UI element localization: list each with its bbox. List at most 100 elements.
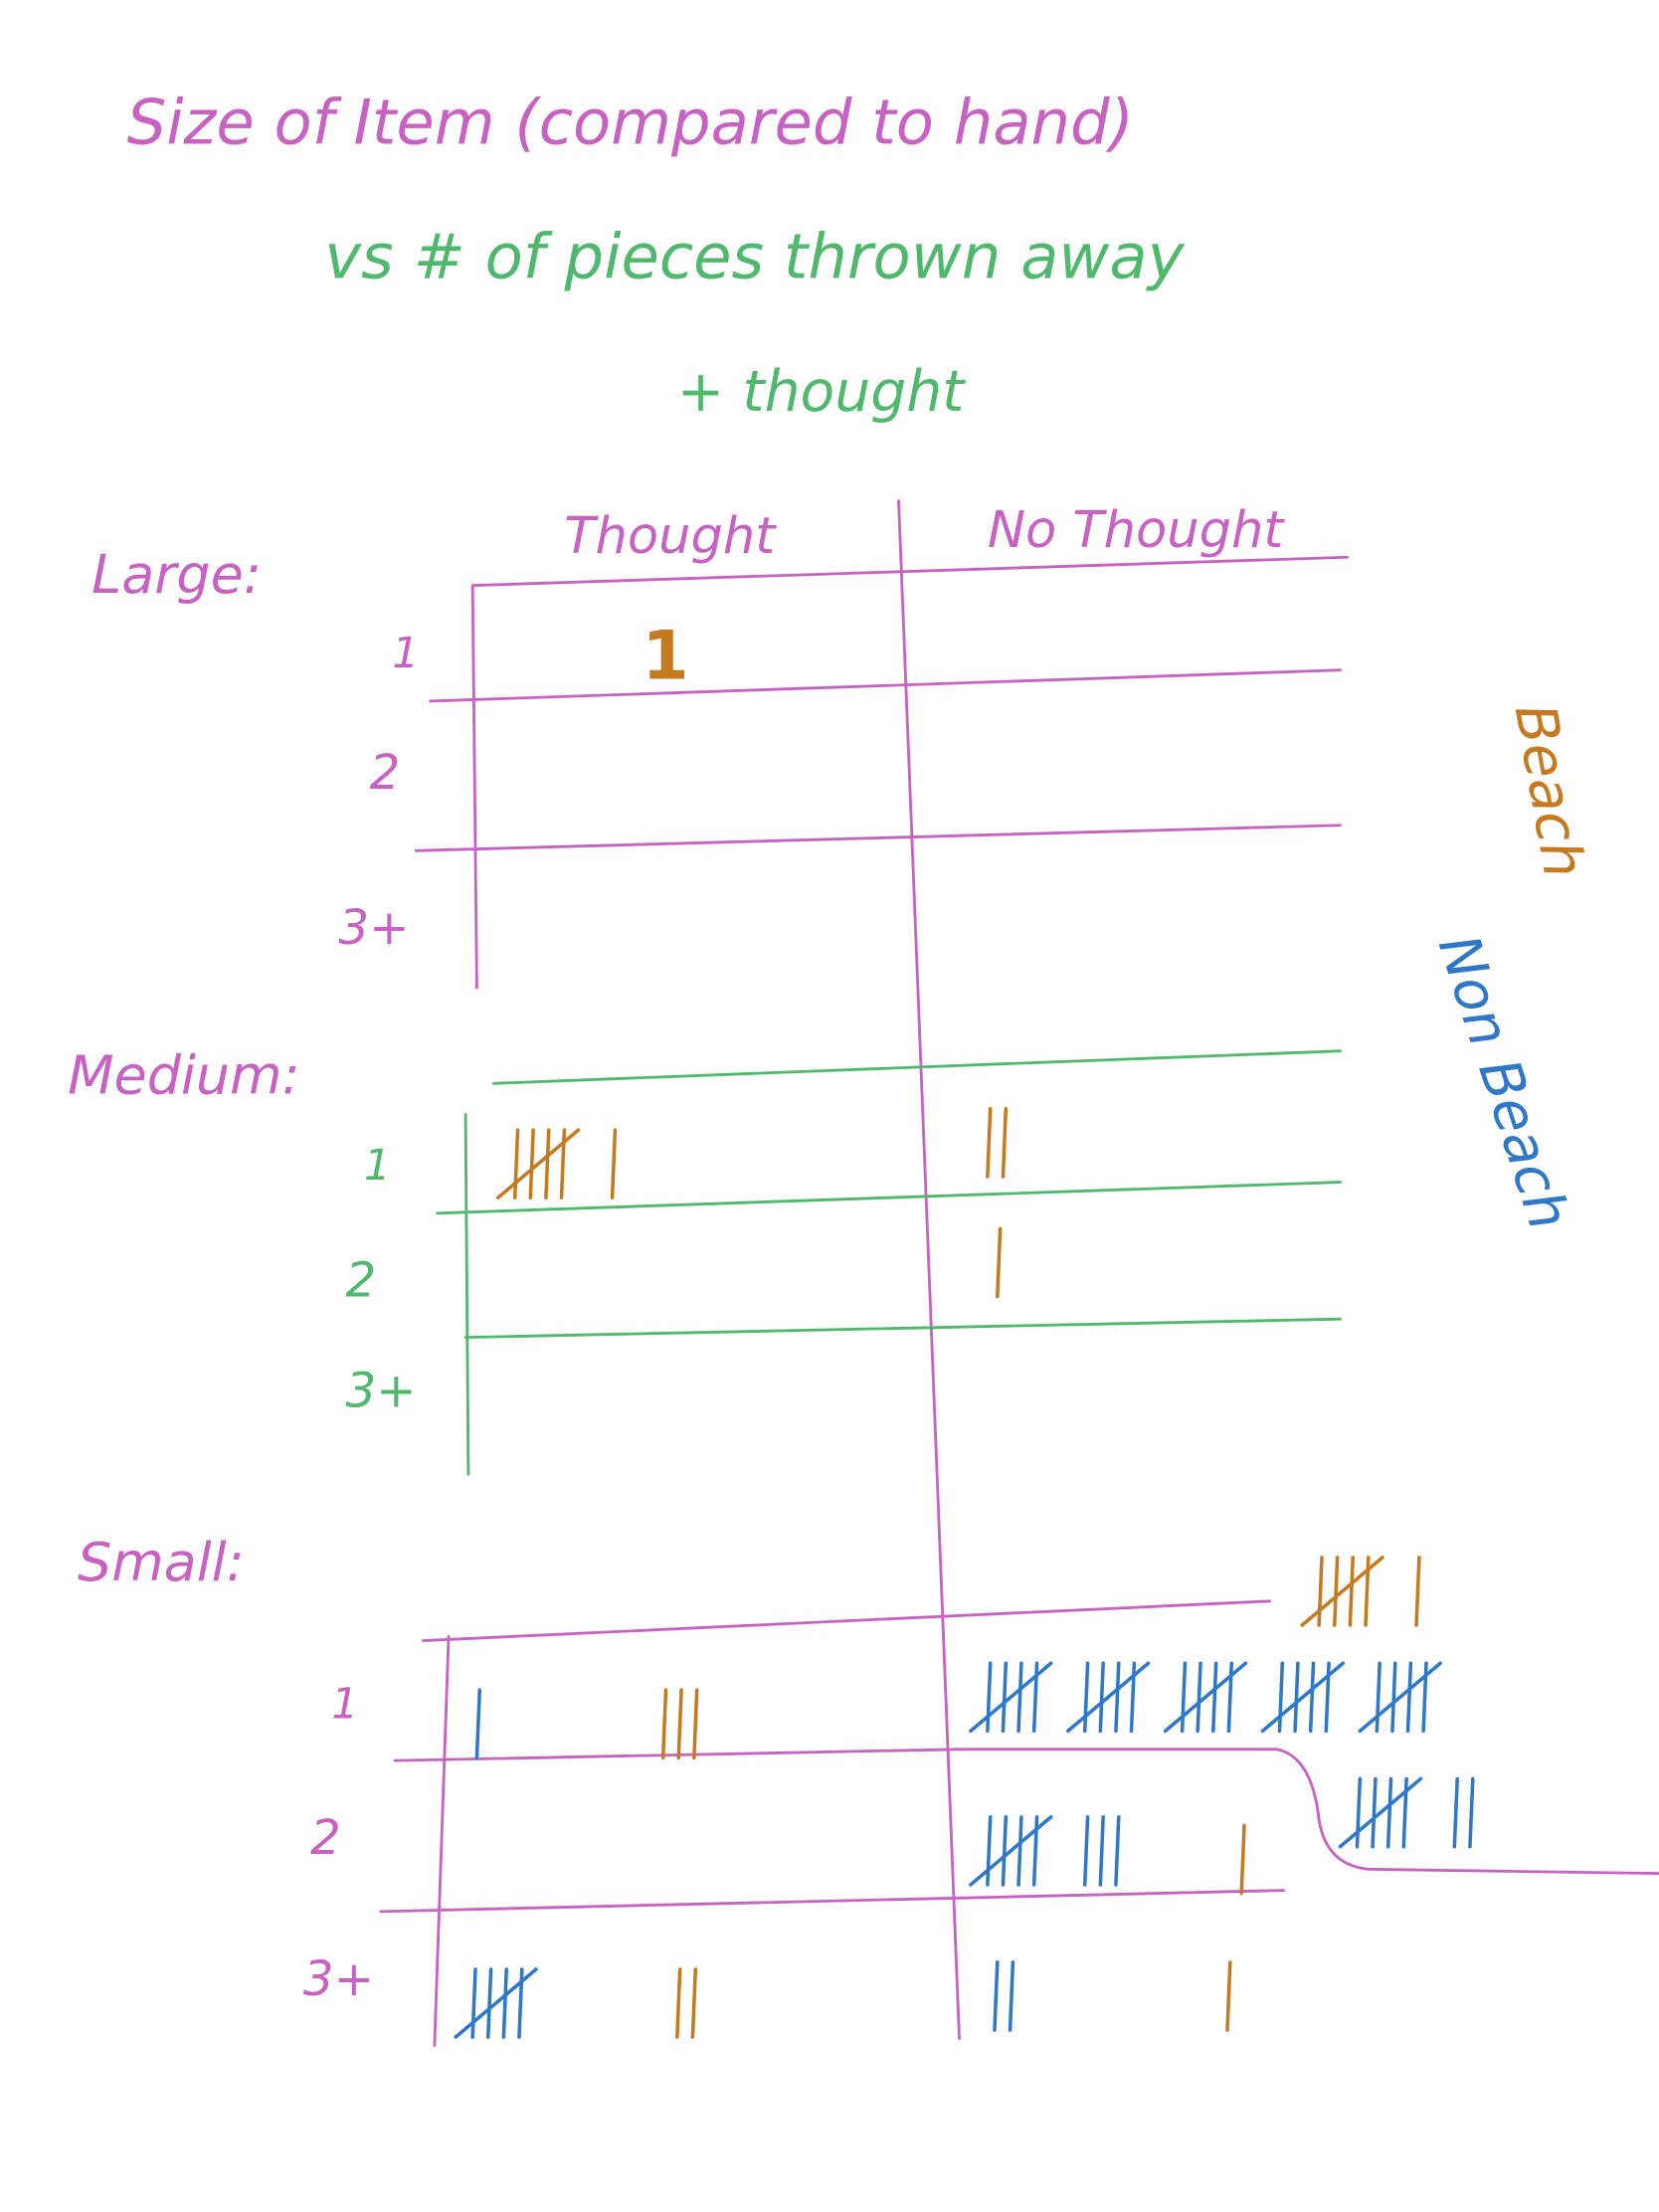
row-label: 1	[392, 630, 419, 678]
tally	[474, 1688, 482, 1760]
tally-stroke	[1016, 1815, 1023, 1887]
subtitle: vs # of pieces thrown away	[324, 220, 1185, 292]
row-label: 2	[345, 1253, 376, 1309]
tally-stroke	[1239, 1823, 1246, 1896]
tally-slash	[1358, 1661, 1442, 1734]
note: + thought	[677, 359, 966, 425]
tally-stroke	[986, 1661, 993, 1734]
tally-slash	[454, 1967, 538, 2039]
tally-slash	[1338, 1776, 1423, 1849]
section-label: Large:	[92, 543, 262, 606]
tally-stroke	[1225, 1960, 1232, 2032]
tally-slash	[1065, 1661, 1151, 1734]
tally-stroke	[1008, 1960, 1015, 2032]
table-lines	[379, 1599, 1659, 2048]
tally-stroke	[1308, 1661, 1316, 1734]
tally-slash	[969, 1815, 1053, 1887]
tally-stroke	[676, 1688, 683, 1760]
tally	[495, 1128, 618, 1199]
tally-slash	[1300, 1556, 1384, 1627]
table-lines	[436, 1049, 1342, 1476]
tally	[993, 1960, 1015, 2032]
tally-stroke	[610, 1128, 618, 1199]
tally-slash	[969, 1661, 1053, 1734]
tally-stroke	[1180, 1661, 1188, 1734]
tally-stroke	[1371, 1776, 1378, 1849]
tally-stroke	[690, 1967, 698, 2039]
tally-stroke	[1414, 1556, 1421, 1627]
tally-digit: 1	[642, 617, 688, 695]
tally-stroke	[1001, 1107, 1009, 1179]
tally	[969, 1815, 1121, 1887]
tally	[1300, 1556, 1421, 1627]
tally-stroke	[996, 1226, 1003, 1299]
row-label: 1	[331, 1681, 358, 1730]
table-lines	[414, 555, 1349, 990]
tally-stroke	[1098, 1815, 1105, 1887]
section-label: Small:	[78, 1531, 245, 1593]
tally-stroke	[1317, 1556, 1324, 1627]
tally-stroke	[1016, 1661, 1023, 1734]
tally-stroke	[1348, 1556, 1355, 1627]
tally-stroke	[1390, 1661, 1397, 1734]
tally-stroke	[1211, 1661, 1218, 1734]
tally-stroke	[660, 1688, 668, 1760]
tally	[1338, 1776, 1475, 1849]
tally	[454, 1967, 538, 2039]
tally-stroke	[544, 1128, 551, 1199]
row-label: 2	[370, 745, 401, 801]
tally-stroke	[1452, 1776, 1459, 1849]
tally-stroke	[1385, 1776, 1393, 1849]
row-label: 2	[310, 1810, 341, 1866]
tally-stroke	[1114, 1815, 1121, 1887]
tally-stroke	[1196, 1661, 1202, 1734]
tally-stroke	[485, 1967, 493, 2039]
row-label: 3+	[303, 1951, 374, 2007]
legend-beach: Beach	[1502, 699, 1597, 882]
tally-stroke	[986, 1815, 993, 1887]
legend-non-beach: Non Beach	[1425, 927, 1582, 1237]
tally-stroke	[1333, 1556, 1340, 1627]
tally	[660, 1688, 699, 1760]
tally-slash	[1260, 1661, 1346, 1734]
tally-stroke	[1082, 1661, 1090, 1734]
tally-stroke	[1277, 1661, 1285, 1734]
tally-stroke	[1001, 1661, 1009, 1734]
tally-stroke	[1375, 1661, 1382, 1734]
tally-stroke	[1082, 1815, 1090, 1887]
column-header: No Thought	[988, 501, 1286, 560]
tally-stroke	[1405, 1661, 1413, 1734]
tally-stroke	[528, 1128, 535, 1199]
tally-stroke	[675, 1967, 682, 2039]
section-label: Medium:	[68, 1044, 300, 1107]
title: Size of Item (compared to hand)	[127, 87, 1134, 159]
tally-stroke	[501, 1967, 508, 2039]
tally	[675, 1967, 698, 2039]
tally-stroke	[1098, 1661, 1105, 1734]
tally	[1239, 1823, 1246, 1896]
tally-stroke	[470, 1967, 477, 2039]
tally-stroke	[1355, 1776, 1363, 1849]
tally-stroke	[692, 1688, 699, 1760]
tally-slash	[495, 1128, 581, 1199]
row-label: 3+	[345, 1363, 416, 1418]
column-header: Thought	[564, 507, 777, 566]
tally	[996, 1226, 1003, 1299]
column-divider	[897, 499, 961, 2040]
tally-stroke	[986, 1107, 993, 1179]
tally-stroke	[512, 1128, 520, 1199]
tally	[969, 1661, 1442, 1734]
tally-stroke	[1293, 1661, 1300, 1734]
row-label: 1	[364, 1142, 391, 1191]
tally-stroke	[993, 1960, 1000, 2032]
tally	[986, 1107, 1009, 1179]
tally-stroke	[1114, 1661, 1121, 1734]
row-label: 3+	[338, 900, 409, 956]
tally-stroke	[1468, 1776, 1475, 1849]
tally-slash	[1163, 1661, 1248, 1734]
tally-stroke	[1001, 1815, 1009, 1887]
tally-stroke	[474, 1688, 482, 1760]
tally	[1225, 1960, 1232, 2032]
